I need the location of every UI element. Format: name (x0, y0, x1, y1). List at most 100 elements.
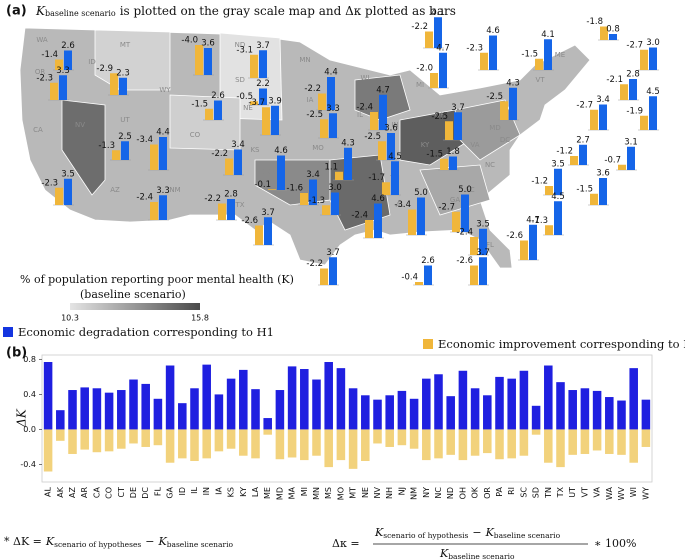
annotation-bar (500, 101, 508, 120)
bar (117, 390, 126, 430)
bar (373, 429, 382, 444)
x-tick-label: AR (80, 487, 89, 498)
x-tick-label: UT (568, 487, 577, 498)
annotation-bar (415, 282, 423, 285)
annotation-bar (620, 84, 628, 100)
annotation-label: 2.7 (576, 135, 590, 145)
bar (580, 429, 590, 454)
annotation-bar (391, 161, 399, 195)
colorbar (70, 303, 200, 310)
annotation-label: -1.5 (521, 49, 538, 59)
annotation-label: 3.7 (451, 103, 465, 113)
bar (80, 429, 89, 450)
state-label: IN (391, 121, 398, 129)
annotation-bar (255, 225, 263, 245)
state-label: TX (234, 201, 244, 209)
annotation-bar (424, 265, 432, 285)
annotation-bar (150, 202, 158, 220)
annotation-bar (600, 26, 608, 40)
annotation-label: -1.3 (308, 196, 325, 206)
annotation-bar (434, 17, 442, 48)
bar (324, 362, 333, 430)
bar (495, 376, 504, 430)
x-tick-label: SD (532, 487, 541, 498)
annotation-bar (649, 96, 657, 130)
x-tick-label: ID (178, 487, 187, 496)
title-subscript: baseline scenario (45, 9, 116, 18)
state-label: KY (421, 141, 430, 149)
bar (446, 429, 455, 455)
bar (239, 429, 248, 456)
legend-label: Economic improvement corresponding to H2 (438, 337, 685, 351)
bar (409, 429, 419, 449)
annotation-label: -1.8 (586, 17, 603, 27)
annotation-label: 4.7 (436, 43, 450, 53)
bar (324, 429, 333, 468)
annotation-label: 3.9 (268, 96, 282, 106)
annotation-label: -2.4 (356, 103, 373, 113)
x-tick-label: VT (580, 487, 589, 497)
state-label: MD (489, 124, 500, 132)
bar (629, 429, 638, 463)
bar (544, 429, 553, 463)
x-tick-label: ME (263, 487, 272, 499)
annotation-label: 3.7 (261, 208, 275, 218)
state-label: WA (36, 36, 48, 44)
annotation-label: 4.6 (371, 194, 385, 204)
x-tick-label: MD (275, 487, 284, 500)
annotation-label: 5.0 (458, 185, 472, 195)
formula-part: scenario of hypotheses (54, 540, 141, 549)
annotation-label: 3.7 (476, 248, 490, 258)
bar (300, 369, 309, 430)
annotation-bar (344, 147, 352, 180)
annotation-bar (609, 34, 617, 40)
annotation-bar (277, 155, 285, 190)
state-label: MN (299, 56, 310, 64)
colorbar-min: 10.3 (61, 314, 79, 323)
bar (385, 429, 394, 447)
x-tick-label: OK (471, 486, 480, 498)
annotation-bar (430, 73, 438, 88)
bar (483, 429, 492, 454)
panel-label: (b) (6, 346, 27, 361)
formula-part: Δκ = (332, 537, 360, 550)
annotation-bar (554, 168, 562, 195)
state-label: AL (396, 201, 405, 209)
bar (519, 429, 529, 456)
annotation-bar (640, 49, 648, 70)
annotation-bar (461, 194, 469, 232)
bar (263, 418, 272, 430)
annotation-label: 4.5 (388, 152, 402, 162)
x-tick-label: NY (422, 487, 431, 498)
annotation-label: -3.4 (394, 200, 411, 210)
x-tick-label: CT (117, 487, 126, 498)
y-axis-label: ΔK (15, 408, 29, 428)
annotation-bar (629, 79, 637, 100)
bar (605, 397, 614, 430)
bar (519, 370, 529, 430)
x-tick-label: AL (44, 486, 53, 496)
state-label: DC (500, 136, 510, 144)
annotation-bar (640, 115, 648, 130)
bar (104, 392, 114, 430)
x-tick-label: KY (239, 487, 248, 497)
annotation-label: 4.3 (506, 78, 520, 88)
annotation-label: -2.2 (306, 259, 323, 269)
bar-chart: -0.40.00.40.8AL AK AZ AR CA CO CT DE DC FL GA ID IL I… (20, 354, 653, 500)
annotation-label: 5.0 (414, 188, 428, 198)
annotation-label: -2.7 (626, 40, 643, 50)
x-tick-label: CO (105, 487, 114, 499)
state-label: KS (250, 146, 260, 154)
annotation-label: -2.6 (506, 231, 523, 241)
x-tick-label: MT (349, 487, 358, 499)
bar (556, 382, 565, 430)
bar (397, 390, 407, 430)
bar (495, 429, 504, 460)
x-tick-label: DE (129, 487, 138, 498)
annotation-label: 4.6 (486, 26, 500, 36)
annotation-bar (327, 77, 335, 110)
annotation-label: 3.7 (326, 248, 340, 258)
bar (141, 429, 150, 447)
x-tick-label: RI (507, 487, 516, 495)
annotation-bar (439, 52, 447, 88)
